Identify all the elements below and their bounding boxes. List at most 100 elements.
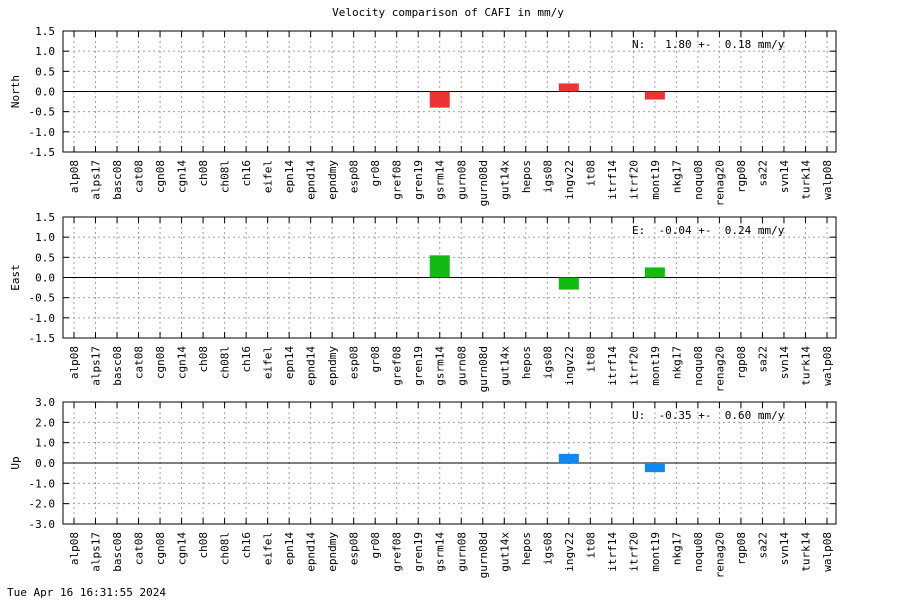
y-tick-label: 1.0 <box>35 231 55 244</box>
panel-north: -1.5 -1.0 -0.5 0.0 0.5 1.0 1.5 alp08 alps17 basc0… <box>9 25 837 206</box>
x-tick-label: rgp08 <box>735 532 748 565</box>
x-tick-label: noqu08 <box>692 532 705 572</box>
y-axis-label: North <box>9 75 22 108</box>
x-tick-label: basc08 <box>111 160 124 200</box>
x-tick-label: basc08 <box>111 532 124 572</box>
x-tick-label: gren19 <box>412 160 425 200</box>
bar-mont19 <box>644 463 665 473</box>
x-tick-label: itrf14 <box>606 346 619 386</box>
x-tick-label: walp08 <box>821 346 834 386</box>
x-tick-label: sa22 <box>756 160 769 187</box>
summary-annotation: U: -0.35 +- 0.60 mm/y <box>632 409 785 422</box>
x-tick-label: nkg17 <box>670 532 683 565</box>
y-tick-label: -2.0 <box>29 498 56 511</box>
x-tick-label: noqu08 <box>692 346 705 386</box>
x-tick-label: alps17 <box>90 346 103 386</box>
y-tick-label: 0.0 <box>35 86 55 99</box>
y-axis-label: East <box>9 264 22 291</box>
panel-up: -3.0 -2.0 -1.0 0.0 1.0 2.0 3.0 alp08 alps17 basc0… <box>9 396 837 578</box>
x-tick-label: gurn08d <box>477 532 490 578</box>
x-tick-label: renag20 <box>713 160 726 206</box>
x-tick-label: ch16 <box>240 532 253 559</box>
x-tick-label: ch08l <box>219 532 232 565</box>
bar-gsrm14 <box>429 91 450 108</box>
plot-frame <box>62 401 837 525</box>
x-tick-label: itrf14 <box>606 532 619 572</box>
summary-annotation: N: 1.80 +- 0.18 mm/y <box>632 38 785 51</box>
x-tick-label: hepos <box>520 532 533 565</box>
x-tick-label: noqu08 <box>692 160 705 200</box>
x-tick-label: cgn14 <box>176 532 189 565</box>
y-tick-label: -3.0 <box>29 518 56 531</box>
y-tick-label: -1.5 <box>29 146 56 159</box>
x-tick-label: alp08 <box>68 160 81 193</box>
timestamp: Tue Apr 16 16:31:55 2024 <box>7 586 166 599</box>
x-tick-label: gut14x <box>498 346 511 386</box>
x-tick-label: rgp08 <box>735 160 748 193</box>
y-tick-label: -0.5 <box>29 106 56 119</box>
y-axis-label: Up <box>9 456 22 469</box>
x-tick-label: esp08 <box>348 532 361 565</box>
x-tick-label: svn14 <box>778 532 791 565</box>
x-tick-label: gren19 <box>412 346 425 386</box>
x-tick-label: it08 <box>584 532 597 559</box>
y-tick-label: -0.5 <box>29 292 56 305</box>
x-tick-label: cat08 <box>133 532 146 565</box>
x-tick-label: cgn14 <box>176 346 189 379</box>
x-tick-label: gr08 <box>369 532 382 559</box>
y-tick-label: 0.0 <box>35 272 55 285</box>
x-tick-label: renag20 <box>713 346 726 392</box>
x-tick-label: sa22 <box>756 346 769 373</box>
x-tick-label: cat08 <box>133 160 146 193</box>
x-tick-label: ingv22 <box>563 346 576 386</box>
x-tick-label: basc08 <box>111 346 124 386</box>
x-tick-label: gurn08d <box>477 160 490 206</box>
x-tick-label: gref08 <box>391 160 404 200</box>
x-tick-label: alps17 <box>90 160 103 200</box>
x-tick-label: eifel <box>262 160 275 193</box>
x-tick-label: ch08 <box>197 346 210 373</box>
x-tick-label: gren19 <box>412 532 425 572</box>
x-tick-label: hepos <box>520 160 533 193</box>
x-tick-label: epnd14 <box>305 532 318 572</box>
x-tick-label: rgp08 <box>735 346 748 379</box>
y-tick-label: 2.0 <box>35 416 55 429</box>
x-tick-label: esp08 <box>348 160 361 193</box>
x-tick-label: itrf20 <box>627 532 640 572</box>
x-tick-label: cgn14 <box>176 160 189 193</box>
x-tick-label: ch08l <box>219 346 232 379</box>
bar-ingv22 <box>558 453 579 463</box>
x-tick-label: itrf14 <box>606 160 619 200</box>
x-tick-label: gurn08d <box>477 346 490 392</box>
x-tick-label: epndmy <box>326 532 339 572</box>
x-tick-label: nkg17 <box>670 346 683 379</box>
x-tick-label: ingv22 <box>563 532 576 572</box>
bar-ingv22 <box>558 83 579 92</box>
x-tick-label: gsrm14 <box>434 346 447 386</box>
summary-annotation: E: -0.04 +- 0.24 mm/y <box>632 224 785 237</box>
x-tick-label: gut14x <box>498 160 511 200</box>
y-tick-label: -1.0 <box>29 477 56 490</box>
x-tick-label: igs08 <box>541 532 554 565</box>
x-tick-label: igs08 <box>541 160 554 193</box>
x-tick-label: epn14 <box>283 346 296 379</box>
y-tick-label: 0.0 <box>35 457 55 470</box>
y-tick-label: -1.0 <box>29 312 56 325</box>
x-tick-label: walp08 <box>821 532 834 572</box>
y-tick-label: -1.5 <box>29 332 56 345</box>
x-tick-label: epn14 <box>283 532 296 565</box>
y-tick-label: 1.5 <box>35 211 55 224</box>
x-tick-label: svn14 <box>778 160 791 193</box>
x-tick-label: cgn08 <box>154 532 167 565</box>
x-tick-label: gut14x <box>498 532 511 572</box>
x-tick-label: turk14 <box>799 346 812 386</box>
y-tick-label: 0.5 <box>35 251 55 264</box>
x-tick-label: it08 <box>584 346 597 373</box>
x-tick-label: ch08 <box>197 532 210 559</box>
chart-title: Velocity comparison of CAFI in mm/y <box>332 6 564 19</box>
x-tick-label: eifel <box>262 532 275 565</box>
x-tick-label: ch08 <box>197 160 210 187</box>
x-tick-label: walp08 <box>821 160 834 200</box>
x-tick-label: itrf20 <box>627 160 640 200</box>
